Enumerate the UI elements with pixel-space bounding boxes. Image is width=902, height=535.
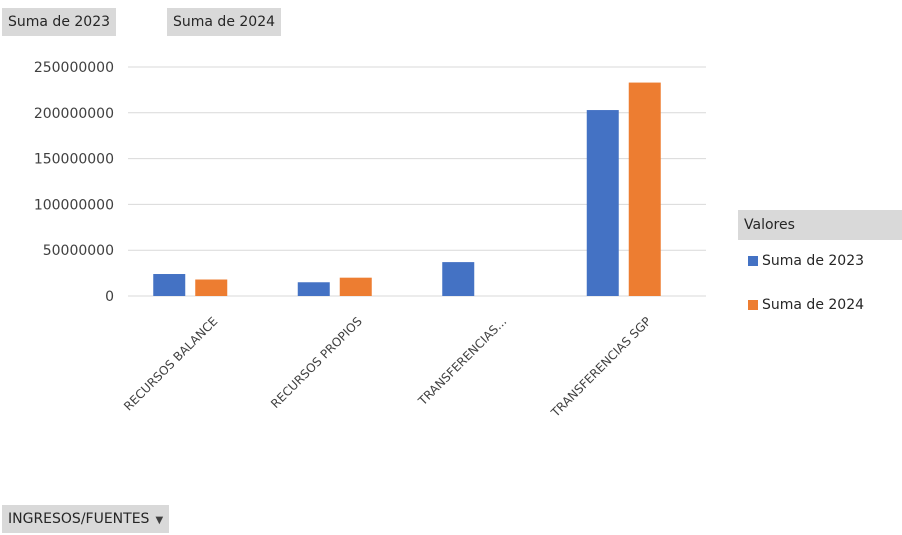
- bar-suma-de-2024-1[interactable]: [339, 277, 372, 296]
- legend-title: Valores: [738, 210, 902, 240]
- y-axis-ticks: 250000000 200000000 150000000 100000000 5000…: [34, 60, 114, 305]
- chevron-down-icon: ▼: [155, 515, 164, 526]
- legend-item-2024[interactable]: Suma de 2024: [738, 294, 902, 316]
- x-category-label: TRANSFERENCIAS...: [415, 314, 509, 408]
- y-tick-label: 200000000: [34, 106, 114, 122]
- y-tick-label: 0: [105, 289, 114, 305]
- bar-suma-de-2023-2[interactable]: [442, 262, 475, 296]
- bars: [153, 82, 661, 297]
- sum-2023-field-label: Suma de 2023: [8, 14, 111, 30]
- x-category-label: RECURSOS BALANCE: [121, 314, 220, 413]
- bar-suma-de-2024-0[interactable]: [195, 279, 228, 296]
- legend: Valores Suma de 2023 Suma de 2024: [738, 210, 902, 316]
- gridlines: [128, 66, 706, 297]
- y-tick-label: 50000000: [43, 243, 114, 259]
- sum-2024-field-button[interactable]: Suma de 2024: [167, 8, 282, 36]
- ingresos-fuentes-filter-button[interactable]: INGRESOS/FUENTES ▼: [2, 505, 170, 533]
- y-tick-label: 250000000: [34, 60, 114, 76]
- legend-label-2024: Suma de 2024: [762, 297, 865, 313]
- x-axis-labels: RECURSOS BALANCE RECURSOS PROPIOS TRANSFER…: [121, 314, 654, 420]
- legend-swatch-2024: [748, 300, 758, 310]
- legend-swatch-2023: [748, 256, 758, 266]
- x-category-label: RECURSOS PROPIOS: [268, 314, 365, 411]
- legend-item-2023[interactable]: Suma de 2023: [738, 250, 902, 272]
- filter-label: INGRESOS/FUENTES: [8, 511, 150, 527]
- sum-2023-field-button[interactable]: Suma de 2023: [2, 8, 117, 36]
- sum-2024-field-label: Suma de 2024: [173, 14, 276, 30]
- x-category-label: TRANSFERENCIAS SGP: [548, 314, 654, 420]
- bar-suma-de-2023-1[interactable]: [297, 282, 330, 296]
- legend-label-2023: Suma de 2023: [762, 253, 865, 269]
- bar-suma-de-2024-3[interactable]: [628, 82, 661, 297]
- y-tick-label: 100000000: [34, 197, 114, 213]
- bar-suma-de-2023-0[interactable]: [153, 274, 186, 296]
- chart-plot-area: 250000000 200000000 150000000 100000000 5000…: [34, 60, 706, 420]
- bar-suma-de-2023-3[interactable]: [586, 110, 619, 296]
- y-tick-label: 150000000: [34, 152, 114, 168]
